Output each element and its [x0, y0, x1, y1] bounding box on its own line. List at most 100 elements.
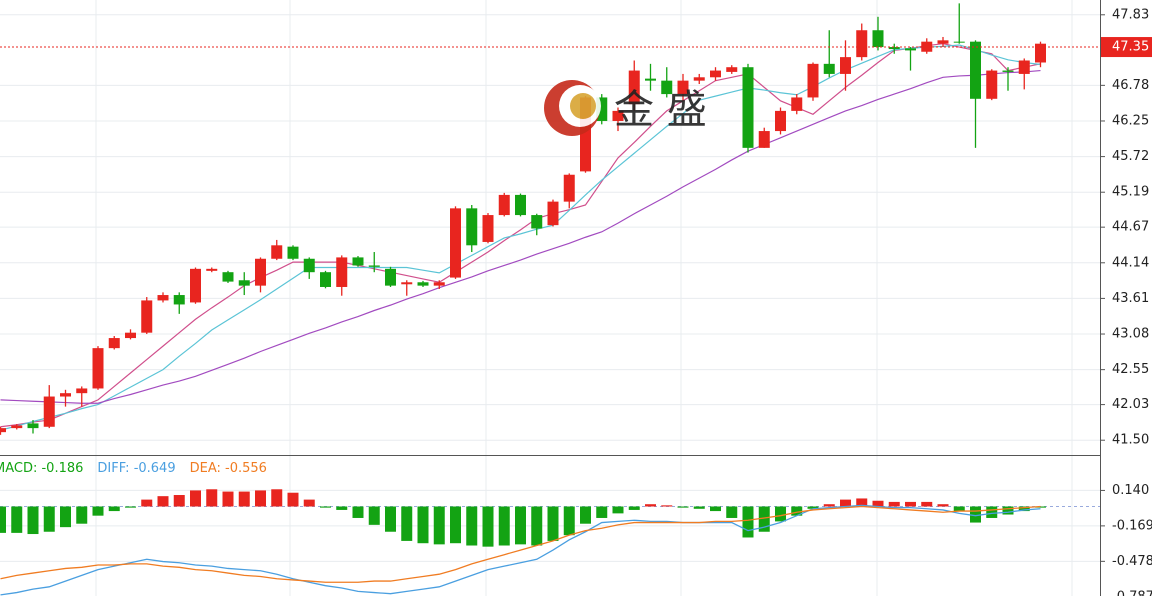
macd-bar [807, 506, 819, 509]
y-tick-label: 42.03 [1112, 397, 1149, 412]
y-tick-label: 43.61 [1112, 291, 1149, 306]
macd-bar [953, 506, 965, 512]
macd-bar [970, 506, 981, 523]
macd-bar [466, 506, 478, 546]
macd-bar [547, 506, 559, 541]
candle-body [76, 388, 88, 394]
candle-body [563, 174, 575, 202]
candle-body [758, 131, 770, 148]
candle-body [645, 78, 656, 81]
legend-entry: MACD: -0.186 [0, 461, 83, 476]
candle-body [937, 40, 949, 44]
candle-body [677, 80, 689, 95]
macd-line [0, 505, 1041, 583]
candle-body [986, 70, 998, 99]
candle-body [661, 80, 673, 95]
y-tick-label: 0.140 [1112, 483, 1149, 498]
ma-line [0, 43, 1041, 428]
macd-bar [856, 498, 868, 507]
candle-body [596, 97, 608, 121]
macd-bar [352, 506, 364, 518]
macd-bar [905, 501, 916, 507]
candle-body [775, 110, 786, 132]
macd-bar [677, 506, 689, 508]
macd-bar [563, 506, 575, 536]
macd-bar [125, 506, 136, 508]
candle-body [141, 300, 153, 333]
macd-bar [937, 504, 949, 507]
candle-body [238, 280, 250, 286]
y-tick-label: -0.478 [1112, 554, 1152, 569]
last-price-label: 47.35 [1112, 40, 1149, 55]
candle-body [43, 396, 55, 427]
y-tick-label: 45.19 [1112, 185, 1149, 200]
candle-body [580, 97, 591, 172]
candle-body [173, 295, 185, 305]
macd-bar [612, 506, 624, 514]
macd-bar [43, 506, 55, 532]
y-tick-label: 44.14 [1112, 255, 1149, 270]
macd-bar [1018, 506, 1030, 512]
candle-body [108, 338, 120, 349]
candle-body [807, 63, 819, 98]
candle-body [401, 282, 413, 285]
candle-body [547, 201, 559, 226]
candle-body [1002, 70, 1014, 72]
candle-body [92, 348, 104, 389]
macd-bar [596, 506, 608, 518]
macd-bar [661, 505, 673, 507]
y-tick-label: -0.787 [1112, 589, 1152, 596]
macd-bar [482, 506, 494, 547]
macd-bar [0, 506, 6, 533]
candle-body [726, 67, 738, 72]
candle-body [823, 63, 835, 74]
candle-body [710, 70, 721, 78]
macd-bar [320, 506, 331, 508]
macd-bar [336, 506, 348, 510]
candle-body [0, 428, 6, 433]
candle-body [190, 268, 201, 303]
candle-body [271, 245, 283, 259]
macd-bar [498, 506, 510, 546]
logo-coin [570, 93, 596, 119]
macd-bar [92, 506, 104, 516]
candle-body [628, 70, 640, 105]
candle-body [531, 215, 543, 229]
last-price-box [1101, 37, 1152, 58]
macd-bar [157, 496, 169, 507]
macd-bar [433, 506, 445, 545]
legend-entry: DIFF: -0.649 [97, 461, 175, 476]
candle-body [466, 208, 478, 246]
macd-bar [271, 489, 283, 507]
macd-bar [238, 491, 250, 507]
macd-bar [758, 506, 770, 532]
macd-bar [628, 506, 640, 510]
y-tick-label: 47.83 [1112, 7, 1149, 22]
y-tick-label: 41.50 [1112, 433, 1149, 448]
macd-bar [515, 506, 526, 545]
macd-bar [206, 489, 218, 507]
macd-bar [255, 490, 266, 507]
macd-bar [173, 495, 185, 507]
candle-body [222, 272, 234, 282]
candle-body [385, 268, 396, 286]
candle-body [953, 41, 965, 43]
macd-bar [222, 491, 234, 507]
candle-body [303, 258, 315, 273]
macd-bar [11, 506, 23, 533]
watermark: 金 盛 [544, 80, 707, 136]
candle-body [352, 257, 364, 266]
legend-entry: DEA: -0.556 [190, 461, 267, 476]
macd-bar [1002, 506, 1014, 515]
macd-bar [693, 506, 705, 509]
candle-body [11, 425, 23, 429]
macd-bar [417, 506, 429, 544]
macd-bar [190, 490, 201, 507]
candle-body [125, 332, 136, 339]
candle-body [1018, 60, 1030, 74]
candle-body [888, 47, 900, 50]
macd-bar [450, 506, 461, 544]
macd-bar [726, 506, 738, 518]
candle-body [742, 67, 754, 148]
candle-body [287, 246, 299, 259]
